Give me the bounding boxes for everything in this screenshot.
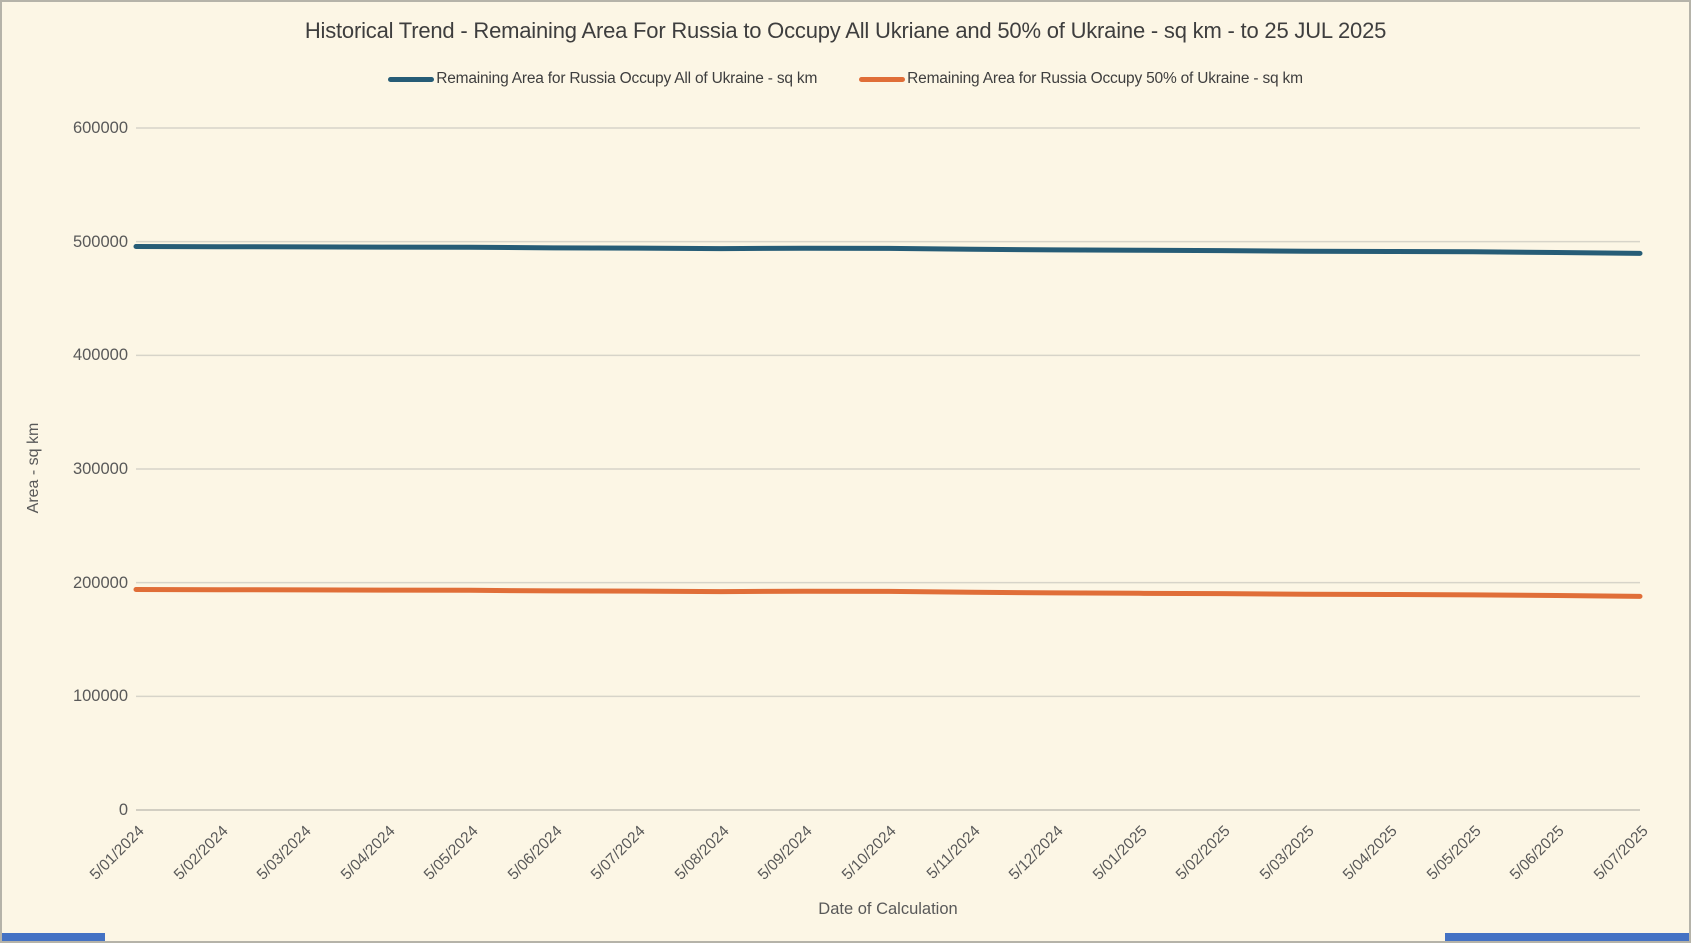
legend-label: Remaining Area for Russia Occupy 50% of … xyxy=(907,70,1303,87)
chart-legend: Remaining Area for Russia Occupy All of … xyxy=(2,70,1689,88)
series-line xyxy=(133,244,1643,256)
chart-title: Historical Trend - Remaining Area For Ru… xyxy=(304,18,1387,43)
legend-label: Remaining Area for Russia Occupy All of … xyxy=(436,70,818,87)
plot-area[interactable] xyxy=(133,127,1643,811)
y-tick-label: 100000 xyxy=(72,687,128,706)
legend-item-all-ukraine[interactable]: Remaining Area for Russia Occupy All of … xyxy=(388,70,817,88)
y-tick-label: 500000 xyxy=(72,232,128,251)
x-axis-title: Date of Calculation xyxy=(818,900,958,918)
bottom-blue-strip-right xyxy=(1445,933,1689,941)
bottom-blue-strip-left xyxy=(2,933,105,941)
legend-line-swatch-orange xyxy=(859,76,906,82)
y-tick-label: 200000 xyxy=(72,573,128,592)
legend-item-50pct-ukraine[interactable]: Remaining Area for Russia Occupy 50% of … xyxy=(859,70,1303,88)
series-line xyxy=(133,587,1643,599)
y-tick-label: 0 xyxy=(118,801,128,819)
y-tick-label: 600000 xyxy=(72,119,128,137)
y-tick-label: 300000 xyxy=(72,460,128,478)
y-tick-label: 400000 xyxy=(72,346,128,365)
legend-line-swatch-blue xyxy=(388,76,435,82)
